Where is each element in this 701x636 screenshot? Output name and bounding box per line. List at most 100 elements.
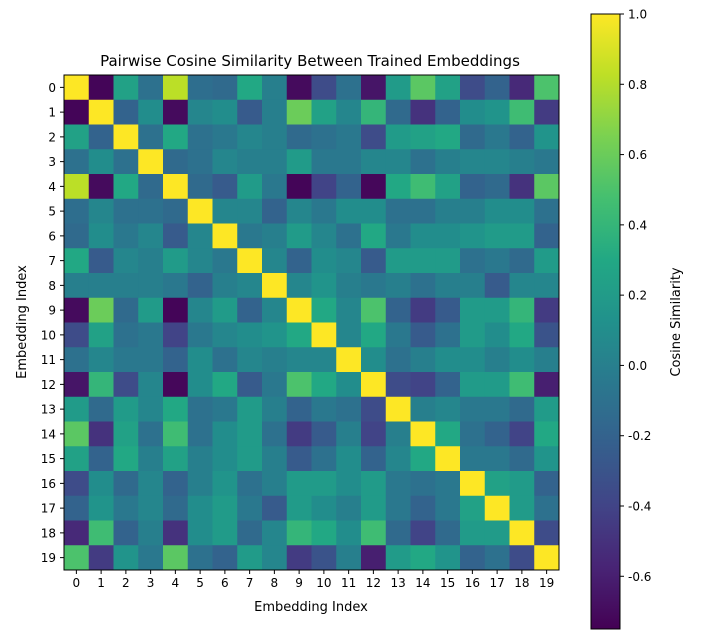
heatmap-cell <box>534 273 560 299</box>
heatmap-cell <box>336 99 362 125</box>
heatmap-cell <box>435 495 461 521</box>
heatmap-cell <box>187 149 213 175</box>
heatmap-cell <box>262 198 288 224</box>
heatmap-cell <box>311 198 337 224</box>
heatmap-cell <box>163 495 189 521</box>
heatmap-cell <box>237 273 263 299</box>
heatmap-cell <box>336 174 362 200</box>
heatmap-cell <box>385 347 411 373</box>
heatmap-cell <box>64 322 90 348</box>
heatmap-cell <box>534 297 560 323</box>
x-tick-label: 17 <box>489 576 504 590</box>
heatmap-cell <box>138 198 164 224</box>
heatmap-cell <box>435 520 461 546</box>
heatmap-cell <box>187 223 213 249</box>
heatmap-cell <box>509 322 535 348</box>
heatmap-cell <box>311 495 337 521</box>
heatmap-cell <box>361 273 387 299</box>
heatmap-cell <box>187 174 213 200</box>
heatmap-cell <box>311 273 337 299</box>
heatmap-cell <box>88 297 114 323</box>
heatmap-cell <box>88 248 114 274</box>
heatmap-cell <box>435 446 461 472</box>
heatmap-cell <box>509 372 535 398</box>
heatmap-cell <box>212 421 238 447</box>
heatmap-cell <box>88 372 114 398</box>
heatmap-cell <box>484 372 510 398</box>
y-tick-label: 14 <box>41 427 56 441</box>
heatmap-cell <box>336 520 362 546</box>
heatmap-cell <box>385 248 411 274</box>
heatmap-cell <box>410 174 436 200</box>
heatmap-cell <box>385 198 411 224</box>
heatmap-cell <box>163 471 189 497</box>
heatmap-cell <box>336 149 362 175</box>
x-axis-label: Embedding Index <box>254 600 368 615</box>
heatmap-cell <box>88 198 114 224</box>
heatmap-cell <box>361 421 387 447</box>
x-axis-ticks: 0 1 2 3 4 5 6 7 8 9 10 11 12 13 14 15 16 17 18 19 <box>73 570 554 590</box>
heatmap-cell <box>460 545 486 571</box>
heatmap-cell <box>187 520 213 546</box>
heatmap-cell <box>237 520 263 546</box>
heatmap-cell <box>262 124 288 150</box>
heatmap-cell <box>509 99 535 125</box>
heatmap-cell <box>138 372 164 398</box>
heatmap-cell <box>262 520 288 546</box>
heatmap-cell <box>484 223 510 249</box>
heatmap-cell <box>286 322 312 348</box>
x-tick-label: 18 <box>514 576 529 590</box>
heatmap-cell <box>138 471 164 497</box>
heatmap-cell <box>113 248 139 274</box>
heatmap-cell <box>88 174 114 200</box>
heatmap-cell <box>385 545 411 571</box>
y-tick-label: 10 <box>41 328 56 342</box>
heatmap-cell <box>64 520 90 546</box>
heatmap-cell <box>534 223 560 249</box>
heatmap-cell <box>460 520 486 546</box>
heatmap-cell <box>64 198 90 224</box>
heatmap-cell <box>460 273 486 299</box>
heatmap-cell <box>286 149 312 175</box>
heatmap-cell <box>361 198 387 224</box>
heatmap-cell <box>460 372 486 398</box>
heatmap-cell <box>163 545 189 571</box>
heatmap-cell <box>237 372 263 398</box>
heatmap-cell <box>361 446 387 472</box>
heatmap-cell <box>435 372 461 398</box>
heatmap-cell <box>484 322 510 348</box>
colorbar-label: Cosine Similarity <box>669 267 684 377</box>
heatmap-cell <box>163 446 189 472</box>
heatmap-cell <box>286 421 312 447</box>
heatmap-cell <box>212 223 238 249</box>
heatmap-cell <box>336 297 362 323</box>
heatmap-cell <box>64 174 90 200</box>
colorbar-tick-label: 0.6 <box>628 148 647 162</box>
heatmap-cell <box>311 446 337 472</box>
heatmap-cell <box>509 174 535 200</box>
heatmap-cell <box>534 446 560 472</box>
y-tick-label: 15 <box>41 452 56 466</box>
heatmap-cell <box>286 520 312 546</box>
heatmap-cell <box>163 520 189 546</box>
heatmap-cell <box>88 273 114 299</box>
heatmap-cell <box>286 198 312 224</box>
x-tick-label: 13 <box>390 576 405 590</box>
heatmap-cell <box>509 421 535 447</box>
heatmap-cell <box>509 446 535 472</box>
heatmap-cell <box>361 322 387 348</box>
heatmap-cell <box>410 347 436 373</box>
heatmap-cell <box>187 273 213 299</box>
heatmap-cell <box>361 99 387 125</box>
heatmap-cell <box>262 99 288 125</box>
heatmap-cell <box>460 322 486 348</box>
heatmap-cell <box>509 273 535 299</box>
heatmap-cell <box>460 223 486 249</box>
heatmap-cell <box>385 75 411 101</box>
heatmap-cell <box>435 396 461 422</box>
heatmap-cell <box>64 396 90 422</box>
heatmap-cell <box>187 446 213 472</box>
heatmap-cell <box>138 99 164 125</box>
heatmap-cell <box>237 124 263 150</box>
